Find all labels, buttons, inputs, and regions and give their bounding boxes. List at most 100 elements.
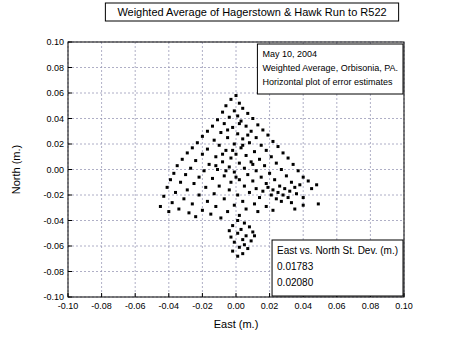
point xyxy=(186,188,189,191)
point xyxy=(235,94,238,97)
tick-x xyxy=(135,293,136,297)
point xyxy=(260,176,263,179)
point xyxy=(240,228,243,231)
point xyxy=(271,209,274,212)
point xyxy=(221,160,224,163)
point xyxy=(198,194,201,197)
std-dev-box: East vs. North St. Dev. (m.)0.017830.020… xyxy=(272,240,403,296)
tick-label-x: -0.02 xyxy=(192,301,213,311)
tick-y xyxy=(68,67,72,68)
point xyxy=(214,155,217,158)
point xyxy=(250,239,253,242)
point xyxy=(258,196,261,199)
point xyxy=(229,98,232,101)
annotation-box: May 10, 2004Weighted Average, Orbisonia,… xyxy=(257,44,403,94)
point xyxy=(224,149,227,152)
grid-line-y xyxy=(68,118,404,119)
point xyxy=(293,208,296,211)
point xyxy=(275,197,278,200)
tick-label-y: 0.06 xyxy=(46,88,64,98)
point xyxy=(277,191,280,194)
point xyxy=(278,185,281,188)
point xyxy=(226,136,229,139)
point xyxy=(236,232,239,235)
point xyxy=(287,157,290,160)
point xyxy=(302,176,305,179)
std-dev-title: East vs. North St. Dev. (m.) xyxy=(277,245,398,256)
point xyxy=(263,164,266,167)
point xyxy=(246,134,249,137)
point xyxy=(248,225,251,228)
point xyxy=(233,241,236,244)
point xyxy=(241,200,244,203)
point xyxy=(251,117,254,120)
point xyxy=(213,192,216,195)
point xyxy=(209,213,212,216)
point xyxy=(245,208,248,211)
tick-label-y: 0.10 xyxy=(46,37,64,47)
point xyxy=(211,177,214,180)
point xyxy=(280,200,283,203)
annotation: Weighted Average, Orbisonia, PA. xyxy=(262,63,398,73)
grid-line-y xyxy=(68,195,404,196)
tick-label-x: -0.08 xyxy=(91,301,112,311)
point xyxy=(261,190,264,193)
tick-x xyxy=(236,293,237,297)
tick-x xyxy=(68,293,69,297)
annotation: Horizontal plot of error estimates xyxy=(262,77,393,87)
point xyxy=(201,153,204,156)
point xyxy=(246,247,249,250)
tick-x xyxy=(202,293,203,297)
point xyxy=(193,182,196,185)
point xyxy=(235,176,238,179)
grid-line-y xyxy=(68,220,404,221)
point xyxy=(229,157,232,160)
point xyxy=(292,163,295,166)
title-group: Weighted Average of Hagerstown & Hawk Ru… xyxy=(105,3,398,21)
point xyxy=(204,186,207,189)
point xyxy=(176,164,179,167)
point xyxy=(245,154,248,157)
point xyxy=(235,153,238,156)
tick-label-x: 0.00 xyxy=(227,301,245,311)
point xyxy=(302,204,305,207)
std-dev-frame xyxy=(272,240,403,296)
point xyxy=(229,236,232,239)
point xyxy=(251,163,254,166)
point xyxy=(236,219,239,222)
point xyxy=(219,131,222,134)
point xyxy=(189,167,192,170)
point xyxy=(251,179,254,182)
y-axis-label: North (m.) xyxy=(10,145,22,195)
point xyxy=(241,238,244,241)
tick-y xyxy=(68,144,72,145)
tick-y xyxy=(68,297,72,298)
point xyxy=(214,164,217,167)
title-box xyxy=(105,3,398,21)
point xyxy=(282,151,285,154)
point xyxy=(179,181,182,184)
point xyxy=(198,176,201,179)
point xyxy=(214,205,217,208)
point xyxy=(229,181,232,184)
tick-label-x: -0.10 xyxy=(58,301,79,311)
grid xyxy=(68,42,404,297)
point xyxy=(246,173,249,176)
point xyxy=(166,186,169,189)
point xyxy=(233,204,236,207)
tick-y xyxy=(68,271,72,272)
std-dev-north: 0.02080 xyxy=(277,277,314,288)
point xyxy=(298,183,301,186)
point xyxy=(265,149,268,152)
tick-y xyxy=(68,93,72,94)
point xyxy=(191,146,194,149)
point xyxy=(203,169,206,172)
point xyxy=(265,205,268,208)
point xyxy=(271,188,274,191)
point xyxy=(236,132,239,135)
point xyxy=(238,178,241,181)
point xyxy=(228,188,231,191)
point xyxy=(231,224,234,227)
point xyxy=(219,216,222,219)
point xyxy=(245,125,248,128)
